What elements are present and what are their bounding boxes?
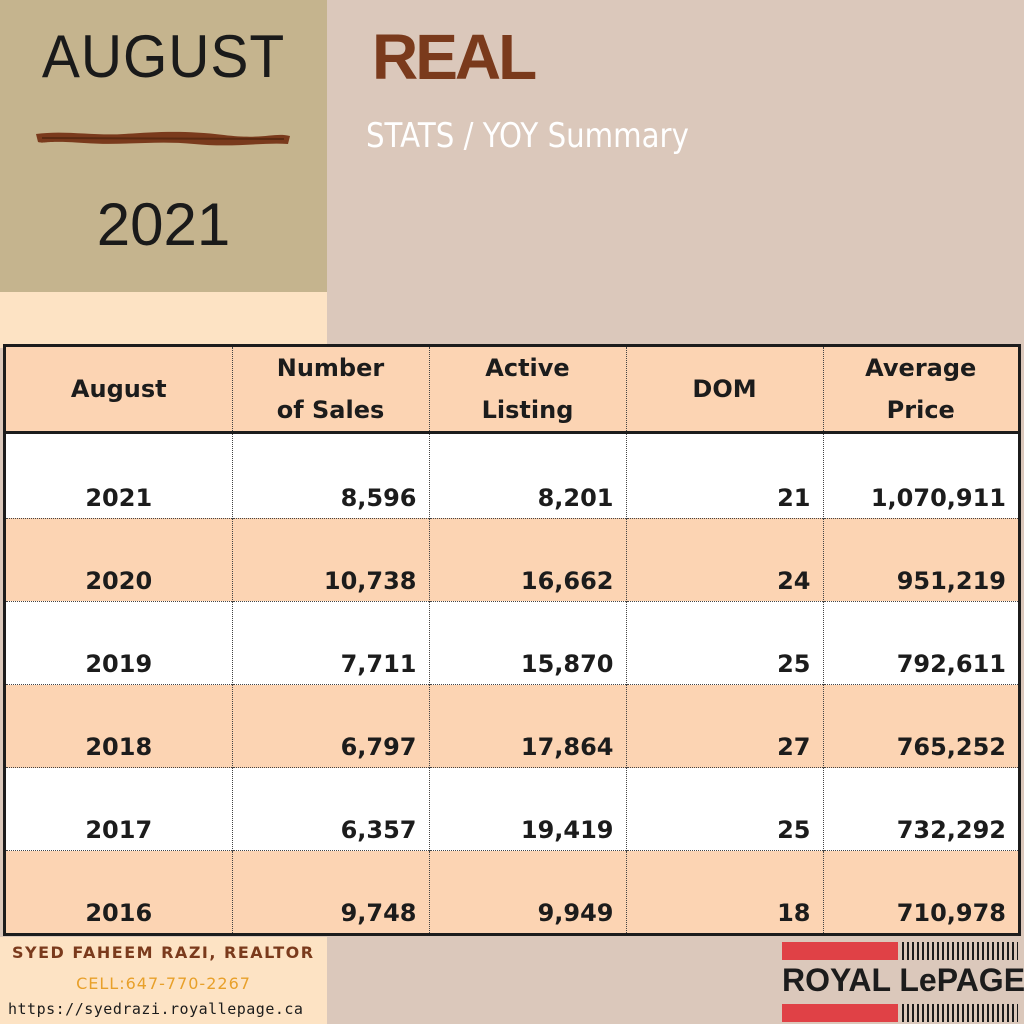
- royal-lepage-logo: ROYAL LePAGE: [782, 942, 1024, 1022]
- table-row: 2021 8,596 8,201 21 1,070,911: [6, 432, 1018, 519]
- table-cell: 21: [626, 432, 824, 519]
- table-row: 2018 6,797 17,864 27 765,252: [6, 684, 1018, 768]
- table-cell: 9,949: [429, 850, 627, 933]
- table-cell: 19,419: [429, 767, 627, 851]
- column-header-line: DOM: [692, 375, 757, 403]
- table-cell: 951,219: [896, 566, 1006, 595]
- table-cell: 6,357: [232, 767, 430, 851]
- panel-strip: [0, 292, 327, 348]
- table-cell: 16,662: [429, 518, 627, 602]
- table-cell: 27: [626, 684, 824, 768]
- table-cell: 6,797: [232, 684, 430, 768]
- table-header-row: August Number of Sales Active Listing DOM Aver…: [6, 347, 1018, 434]
- table-cell: 1,070,911: [870, 483, 1006, 512]
- stats-table: August Number of Sales Active Listing DOM Aver…: [3, 344, 1021, 936]
- column-header-line: Number: [276, 354, 385, 382]
- table-cell: 2017: [6, 767, 233, 851]
- table-cell: 2021: [6, 432, 233, 519]
- table-cell: 10,738: [232, 518, 430, 602]
- table-cell: 710,978: [896, 899, 1006, 927]
- column-header: Active Listing: [429, 347, 627, 434]
- logo-red-bar-bottom: [782, 1004, 898, 1022]
- table-row: 2020 10,738 16,662 24 951,219: [6, 518, 1018, 602]
- table-row: 2016 9,748 9,949 18 710,978: [6, 850, 1018, 933]
- table-cell: 25: [626, 767, 824, 851]
- column-header: Average Price: [823, 347, 1018, 434]
- column-header: August: [6, 347, 233, 434]
- logo-stripes-top: [902, 942, 1018, 960]
- table-cell: 2019: [6, 601, 233, 685]
- table-cell: 2016: [6, 850, 233, 933]
- logo-stripes-bottom: [902, 1004, 1018, 1022]
- table-cell: 732,292: [896, 816, 1006, 845]
- cell-phone: CELL:647-770-2267: [76, 974, 251, 993]
- logo-red-bar-top: [782, 942, 898, 960]
- column-header-line: Active: [485, 354, 570, 382]
- table-cell: 18: [626, 850, 824, 933]
- table-cell: 25: [626, 601, 824, 685]
- table-row: 2019 7,711 15,870 25 792,611: [6, 601, 1018, 685]
- subtitle: STATS / YOY Summary: [366, 116, 689, 156]
- table-cell: 17,864: [429, 684, 627, 768]
- website-link[interactable]: https://syedrazi.royallepage.ca: [8, 1000, 304, 1018]
- column-header-line: Listing: [481, 396, 574, 424]
- table-cell: 8,201: [429, 432, 627, 519]
- table-cell: 765,252: [896, 733, 1006, 762]
- table-cell: 15,870: [429, 601, 627, 685]
- table-cell: 7,711: [232, 601, 430, 685]
- table-cell: 8,596: [232, 432, 430, 519]
- brush-stroke-divider: [36, 131, 290, 146]
- month-label: AUGUST: [41, 23, 286, 90]
- table-cell: 792,611: [896, 650, 1006, 678]
- column-header: DOM: [626, 347, 824, 434]
- column-header-line: Price: [886, 396, 955, 424]
- table-cell: 2020: [6, 518, 233, 602]
- realtor-name: SYED FAHEEM RAZI, REALTOR: [12, 943, 315, 962]
- contact-panel: [0, 937, 327, 1024]
- table-cell: 2018: [6, 684, 233, 768]
- brand-title: REAL: [372, 21, 537, 93]
- column-header-line: of Sales: [276, 396, 385, 424]
- column-header: Number of Sales: [232, 347, 430, 434]
- table-cell: 9,748: [232, 850, 430, 933]
- table-cell: 24: [626, 518, 824, 602]
- month-panel: [0, 0, 327, 292]
- column-header-line: Average: [865, 354, 977, 382]
- year-label: 2021: [96, 191, 231, 258]
- column-header-line: August: [70, 375, 167, 403]
- logo-text: ROYAL LePAGE: [782, 962, 1024, 998]
- table-row: 2017 6,357 19,419 25 732,292: [6, 767, 1018, 851]
